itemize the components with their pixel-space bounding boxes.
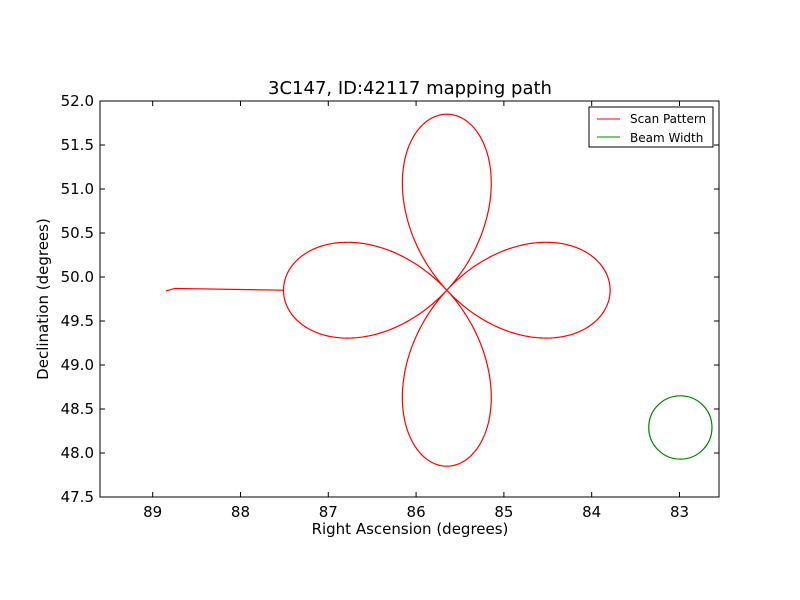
series-group bbox=[165, 113, 713, 467]
x-tick-label: 86 bbox=[407, 503, 426, 521]
y-tick-label: 52.0 bbox=[61, 92, 94, 110]
chart-title: 3C147, ID:42117 mapping path bbox=[268, 78, 552, 99]
x-tick-label: 84 bbox=[582, 503, 601, 521]
x-tick-label: 83 bbox=[670, 503, 689, 521]
x-tick-label: 89 bbox=[143, 503, 162, 521]
axes-frame bbox=[99, 100, 720, 498]
series-line-beam-width bbox=[648, 395, 713, 460]
axes-background bbox=[100, 101, 719, 497]
y-tick-label: 50.5 bbox=[61, 224, 94, 242]
y-tick-label: 49.5 bbox=[61, 312, 94, 330]
x-tick-label: 87 bbox=[319, 503, 338, 521]
series-layer bbox=[165, 113, 713, 467]
y-tick-label: 49.0 bbox=[61, 356, 94, 374]
series-line-scan-pattern bbox=[165, 113, 611, 467]
x-axis-label: Right Ascension (degrees) bbox=[312, 520, 509, 538]
legend-box bbox=[588, 106, 714, 148]
x-tick-label: 85 bbox=[494, 503, 513, 521]
y-axis-label: Declination (degrees) bbox=[34, 218, 52, 380]
y-tick-label: 51.0 bbox=[61, 180, 94, 198]
legend-label-beam-width: Beam Width bbox=[630, 131, 703, 145]
y-tick-label: 50.0 bbox=[61, 268, 94, 286]
x-tick-label: 88 bbox=[231, 503, 250, 521]
y-tick-label: 47.5 bbox=[61, 488, 94, 506]
axis-ticks: 89 88 87 86 85 84 83 47.5 48.0 48.5 49.0 49.5 50.0 50… bbox=[61, 92, 719, 521]
legend-label-scan-pattern: Scan Pattern bbox=[630, 112, 706, 126]
y-tick-label: 48.0 bbox=[61, 444, 94, 462]
plot-area bbox=[100, 101, 719, 497]
legend: Scan Pattern Beam Width bbox=[588, 106, 714, 148]
y-tick-label: 48.5 bbox=[61, 400, 94, 418]
y-tick-label: 51.5 bbox=[61, 136, 94, 154]
